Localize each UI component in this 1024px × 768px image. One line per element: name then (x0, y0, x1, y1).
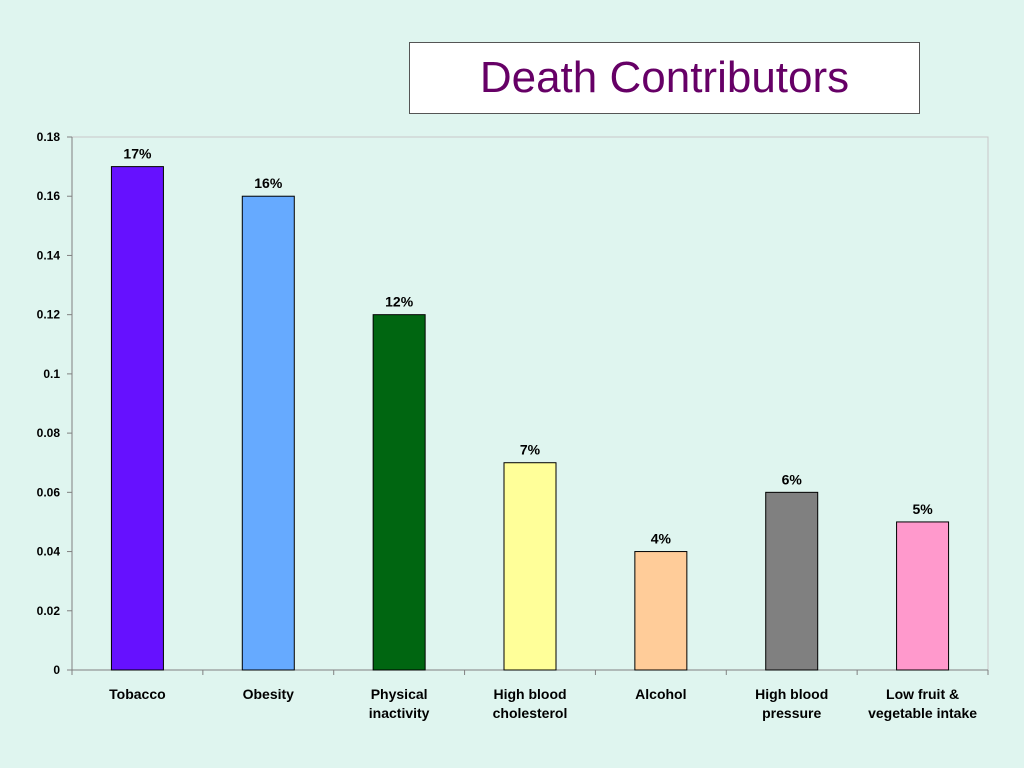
y-tick-label: 0.04 (37, 545, 61, 559)
data-label-6: 5% (912, 501, 933, 517)
category-label-line: Low fruit & (886, 686, 959, 702)
y-tick-label: 0.08 (37, 426, 61, 440)
category-label-line: Obesity (243, 686, 295, 702)
data-label-1: 16% (254, 175, 283, 191)
y-tick-label: 0.12 (37, 308, 61, 322)
y-tick-label: 0.16 (37, 189, 61, 203)
category-label-line: High blood (755, 686, 828, 702)
bar-3 (503, 462, 557, 671)
bar-0 (110, 166, 164, 671)
bar-6 (896, 521, 950, 671)
category-label-5: High blood pressure (755, 686, 828, 721)
y-tick-label: 0 (53, 663, 60, 677)
category-label-line: vegetable intake (868, 705, 977, 721)
data-label-4: 4% (651, 531, 672, 547)
bar-1 (241, 195, 295, 671)
y-tick-label: 0.1 (43, 367, 60, 381)
category-label-line: inactivity (369, 705, 430, 721)
data-label-2: 12% (385, 294, 414, 310)
category-label-4: Alcohol (635, 686, 686, 702)
category-label-line: High blood (493, 686, 566, 702)
category-label-line: pressure (762, 705, 821, 721)
y-tick-label: 0.14 (37, 248, 61, 262)
category-label-line: Alcohol (635, 686, 686, 702)
category-label-line: Physical (371, 686, 428, 702)
category-label-6: Low fruit & vegetable intake (868, 686, 977, 721)
category-label-line: cholesterol (493, 705, 568, 721)
data-label-0: 17% (123, 146, 152, 162)
y-tick-label: 0.02 (37, 604, 61, 618)
y-tick-label: 0.06 (37, 485, 61, 499)
y-tick-label: 0.18 (37, 130, 61, 144)
category-label-0: Tobacco (109, 686, 166, 702)
bar-2 (372, 314, 426, 671)
category-label-1: Obesity (243, 686, 295, 702)
data-label-5: 6% (782, 471, 803, 487)
data-label-3: 7% (520, 442, 541, 458)
bar-4 (634, 551, 688, 671)
category-label-2: Physical inactivity (369, 686, 430, 721)
bar-5 (765, 491, 819, 671)
category-label-line: Tobacco (109, 686, 166, 702)
category-label-3: High blood cholesterol (493, 686, 568, 721)
title-box: Death Contributors (409, 42, 920, 114)
slide-title: Death Contributors (479, 53, 850, 102)
